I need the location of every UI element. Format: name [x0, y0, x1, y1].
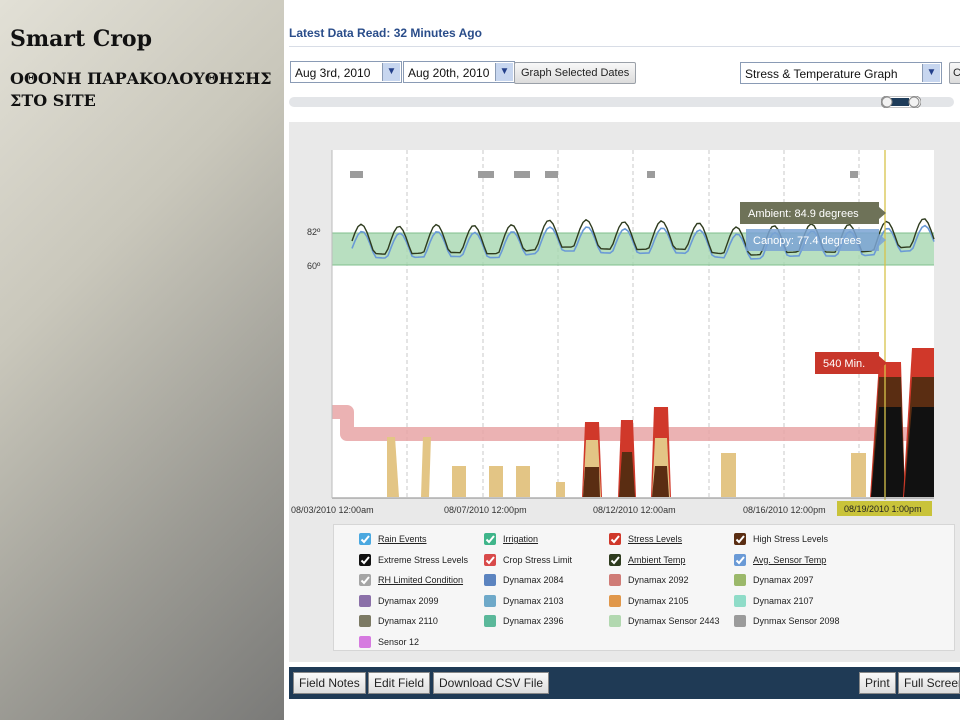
checkbox-checked-icon[interactable] — [734, 533, 746, 545]
download-csv-button[interactable]: Download CSV File — [433, 672, 550, 694]
stress-level-bars — [582, 407, 671, 497]
extreme-stress-bars — [870, 348, 934, 497]
x-tick-label: 08/12/2010 12:00am — [593, 505, 676, 515]
legend-label: Crop Stress Limit — [503, 554, 573, 565]
legend-label: Dynamax 2099 — [378, 595, 439, 606]
end-date-select[interactable]: Aug 20th, 2010 ▼ — [403, 61, 515, 83]
graph-area: 82º 60º — [289, 122, 960, 662]
legend-label: Dynamax 2084 — [503, 575, 564, 585]
field-notes-button[interactable]: Field Notes — [293, 672, 366, 694]
legend-label: Extreme Stress Levels — [378, 554, 469, 565]
svg-text:08/19/2010 1:00pm: 08/19/2010 1:00pm — [844, 504, 922, 514]
x-tick-label: 08/03/2010 12:00am — [291, 505, 374, 515]
chevron-down-icon: ▼ — [922, 64, 940, 82]
slide-subtitle: ΟΘΟΝΗ ΠΑΡΑΚΟΛΟΥΘΗΣΗΣ ΣΤΟ SITE — [10, 69, 272, 110]
legend-label: RH Limited Condition — [378, 575, 464, 585]
legend-label: Ambient Temp — [628, 554, 686, 565]
cursor-date-badge: 08/19/2010 1:00pm — [837, 501, 932, 516]
graph-type-value: Stress & Temperature Graph — [745, 67, 898, 81]
color-swatch-icon[interactable] — [734, 574, 746, 586]
color-swatch-icon[interactable] — [609, 574, 621, 586]
slider-thumb[interactable] — [881, 96, 921, 108]
rain-event-markers — [350, 171, 858, 178]
svg-text:Canopy: 77.4 degrees: Canopy: 77.4 degrees — [753, 235, 862, 247]
color-swatch-icon[interactable] — [484, 615, 496, 627]
end-date-value: Aug 20th, 2010 — [408, 66, 490, 80]
legend-label: Dynamax 2103 — [503, 595, 564, 606]
color-swatch-icon[interactable] — [609, 615, 621, 627]
checkbox-checked-icon[interactable] — [484, 533, 496, 545]
chevron-down-icon: ▼ — [495, 63, 513, 81]
checkbox-checked-icon[interactable] — [609, 553, 621, 566]
x-tick-label: 08/07/2010 12:00pm — [444, 505, 527, 515]
y-label-low: 60º — [307, 261, 321, 271]
color-swatch-icon[interactable] — [734, 594, 746, 607]
avg-sensor-temp-line — [351, 224, 935, 260]
svg-text:540 Min.: 540 Min. — [823, 358, 865, 370]
stress-temperature-chart[interactable]: 82º 60º — [289, 122, 960, 662]
checkbox-checked-icon[interactable] — [609, 533, 621, 545]
legend-label: High Stress Levels — [753, 534, 829, 544]
legend-label: Dynamax 2107 — [753, 595, 814, 606]
color-swatch-icon[interactable] — [484, 594, 496, 607]
color-swatch-icon[interactable] — [734, 615, 746, 627]
checkbox-checked-icon[interactable] — [359, 533, 371, 545]
legend-label: Dynamax 2092 — [628, 575, 689, 585]
legend-label: Dynamax Sensor 2443 — [628, 616, 720, 626]
header-divider — [289, 46, 960, 47]
full-screen-button[interactable]: Full Screen — [898, 672, 960, 694]
start-date-select[interactable]: Aug 3rd, 2010 ▼ — [290, 61, 402, 83]
legend-label: Dynamax 2097 — [753, 575, 814, 585]
y-label-high: 82º — [307, 227, 321, 237]
ambient-tooltip: Ambient: 84.9 degrees — [740, 202, 886, 224]
extra-button[interactable]: C — [949, 62, 960, 84]
color-swatch-icon[interactable] — [359, 615, 371, 627]
slide-title: Smart Crop — [10, 26, 152, 52]
edit-field-button[interactable]: Edit Field — [368, 672, 431, 694]
legend-label: Dynmax Sensor 2098 — [753, 616, 840, 626]
legend-label: Rain Events — [378, 534, 427, 544]
color-swatch-icon[interactable] — [359, 635, 371, 648]
slide-side-panel: Smart Crop ΟΘΟΝΗ ΠΑΡΑΚΟΛΟΥΘΗΣΗΣ ΣΤΟ SITE — [0, 0, 284, 720]
checkbox-checked-icon[interactable] — [359, 553, 371, 566]
legend-label: Irrigation — [503, 534, 539, 544]
legend-label: Avg. Sensor Temp — [753, 554, 827, 565]
bottom-toolbar: Field Notes Edit Field Download CSV File… — [289, 667, 960, 699]
checkbox-checked-icon[interactable] — [734, 553, 746, 566]
graph-selected-dates-button[interactable]: Graph Selected Dates — [514, 62, 637, 84]
graph-type-select[interactable]: Stress & Temperature Graph ▼ — [740, 62, 942, 84]
legend-label: Stress Levels — [628, 534, 683, 544]
legend-label: Dynamax 2396 — [503, 616, 564, 626]
canopy-tooltip: Canopy: 77.4 degrees — [746, 229, 886, 251]
print-button[interactable]: Print — [859, 672, 896, 694]
x-tick-label: 08/16/2010 12:00pm — [743, 505, 826, 515]
chevron-down-icon: ▼ — [382, 63, 400, 81]
legend-label: Sensor 12 — [378, 636, 420, 647]
crop-stress-limit-band — [332, 405, 934, 441]
stress-duration-tooltip: 540 Min. — [815, 352, 887, 374]
checkbox-checked-icon[interactable] — [359, 574, 371, 586]
date-range-slider[interactable] — [289, 97, 954, 107]
start-date-value: Aug 3rd, 2010 — [295, 66, 371, 80]
irrigation-bars — [387, 437, 866, 497]
svg-text:Ambient: 84.9 degrees: Ambient: 84.9 degrees — [748, 208, 859, 220]
chart-legend: Rain Events Irrigation Stress Levels High S… — [333, 524, 955, 651]
legend-label: Dynamax 2110 — [378, 616, 438, 626]
color-swatch-icon[interactable] — [359, 594, 371, 607]
last-data-read: Latest Data Read: 32 Minutes Ago — [289, 26, 482, 40]
color-swatch-icon[interactable] — [609, 594, 621, 607]
legend-label: Dynamax 2105 — [628, 595, 689, 606]
monitoring-app: Latest Data Read: 32 Minutes Ago Aug 3rd… — [284, 0, 960, 720]
checkbox-checked-icon[interactable] — [484, 553, 496, 566]
color-swatch-icon[interactable] — [484, 574, 496, 586]
